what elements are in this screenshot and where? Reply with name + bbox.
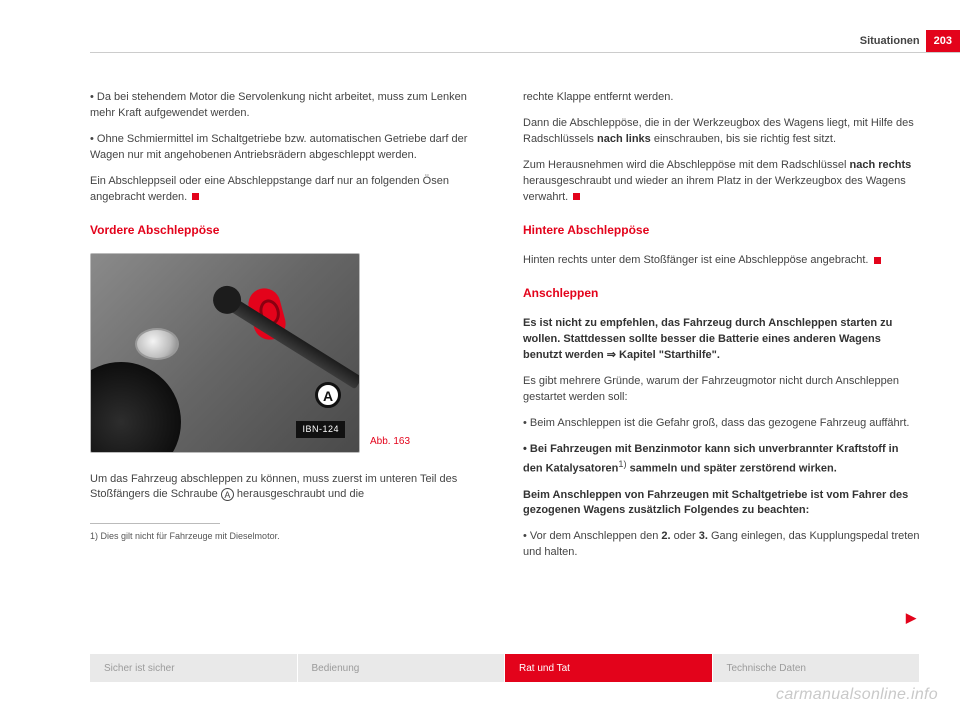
text: oder [674, 530, 699, 542]
para: Beim Anschleppen von Fahrzeugen mit Scha… [523, 488, 920, 520]
section-title: Situationen [860, 35, 920, 47]
para: Es gibt mehrere Gründe, warum der Fahrze… [523, 374, 920, 406]
bold: 3. [699, 530, 708, 542]
callout-a-badge: A [315, 382, 341, 408]
bold: nach links [597, 133, 651, 145]
para: Zum Herausnehmen wird die Abschleppöse m… [523, 158, 920, 206]
footnote-rule [90, 523, 220, 524]
para: Um das Fahrzeug abschleppen zu können, m… [90, 472, 487, 504]
page-number: 203 [926, 30, 960, 52]
manual-page: Situationen 203 • Da bei stehendem Motor… [0, 0, 960, 708]
content-columns: • Da bei stehendem Motor die Servolenkun… [90, 90, 920, 638]
para: Es ist nicht zu empfehlen, das Fahrzeug … [523, 316, 920, 364]
heading-front-eye: Vordere Abschleppöse [90, 222, 487, 239]
end-square-icon [573, 193, 580, 200]
figure-caption: Abb. 163 [370, 435, 487, 450]
header-rule [90, 52, 960, 53]
para: Ein Abschleppseil oder eine Abschleppsta… [90, 174, 487, 206]
end-square-icon [192, 193, 199, 200]
para: rechte Klappe entfernt werden. [523, 90, 920, 106]
para: • Bei Fahrzeugen mit Benzinmotor kann si… [523, 442, 920, 478]
bold: nach rechts [850, 159, 912, 171]
bold: sammeln und später zerstörend wirken. [630, 463, 837, 475]
footnote: 1) Dies gilt nicht für Fahrzeuge mit Die… [90, 530, 487, 543]
tab-techdata[interactable]: Technische Daten [713, 654, 921, 682]
foglamp-shape [135, 328, 179, 360]
text: Hinten rechts unter dem Stoßfänger ist e… [523, 254, 869, 266]
tab-advice[interactable]: Rat und Tat [505, 654, 713, 682]
footnote-ref: 1) [618, 459, 626, 469]
heading-towstart: Anschleppen [523, 285, 920, 302]
heading-rear-eye: Hintere Abschleppöse [523, 222, 920, 239]
text: Zum Herausnehmen wird die Abschleppöse m… [523, 159, 850, 171]
para: • Da bei stehendem Motor die Servolenkun… [90, 90, 487, 122]
para: • Ohne Schmiermittel im Schaltgetriebe b… [90, 132, 487, 164]
text: einschrauben, bis sie richtig fest sitzt… [654, 133, 836, 145]
left-column: • Da bei stehendem Motor die Servolenkun… [90, 90, 487, 638]
para: • Beim Anschleppen ist die Gefahr groß, … [523, 416, 920, 432]
continue-arrow-icon: ▶ [906, 610, 916, 626]
text: herausgeschraubt und wieder an ihrem Pla… [523, 175, 906, 203]
text: herausgeschraubt und die [237, 488, 364, 500]
bold: 2. [661, 530, 670, 542]
text: • Vor dem Anschleppen den [523, 530, 661, 542]
figure-code: IBN-124 [296, 421, 345, 438]
arrow-icon: ⇒ [607, 349, 616, 361]
figure-163: A IBN-124 [90, 253, 360, 453]
footer-tabs: Sicher ist sicher Bedienung Rat und Tat … [90, 654, 920, 682]
bold: Beim Anschleppen von Fahrzeugen mit Scha… [523, 489, 908, 517]
para: Dann die Abschleppöse, die in der Werkze… [523, 116, 920, 148]
bold: Kapitel "Starthilfe". [619, 349, 720, 361]
end-square-icon [874, 257, 881, 264]
tab-operation[interactable]: Bedienung [298, 654, 506, 682]
para: Hinten rechts unter dem Stoßfänger ist e… [523, 253, 920, 269]
watermark: carmanualsonline.info [776, 686, 938, 704]
para: • Vor dem Anschleppen den 2. oder 3. Gan… [523, 529, 920, 561]
page-header: Situationen 203 [860, 30, 960, 52]
right-column: rechte Klappe entfernt werden. Dann die … [523, 90, 920, 638]
inline-callout-a-icon: A [221, 488, 234, 501]
tab-safety[interactable]: Sicher ist sicher [90, 654, 298, 682]
text: Ein Abschleppseil oder eine Abschleppsta… [90, 175, 449, 203]
